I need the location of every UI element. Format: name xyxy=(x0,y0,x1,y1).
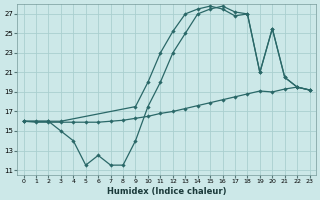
X-axis label: Humidex (Indice chaleur): Humidex (Indice chaleur) xyxy=(107,187,226,196)
